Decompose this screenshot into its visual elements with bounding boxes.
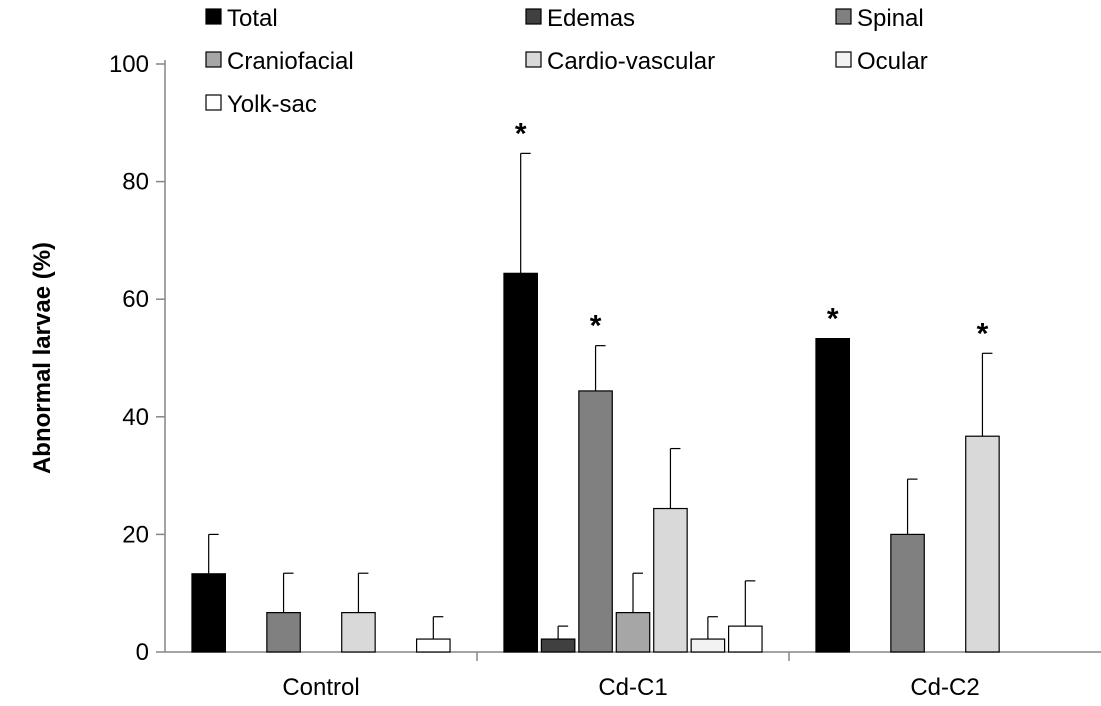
legend-label: Edemas (547, 5, 635, 32)
bar (503, 272, 538, 653)
bar (578, 390, 613, 653)
y-tick-label: 40 (122, 404, 149, 431)
y-tick-label: 100 (109, 51, 149, 78)
bar (653, 507, 688, 653)
legend-swatch (525, 51, 542, 68)
y-tick-label: 20 (122, 521, 149, 548)
significance-marker: * (977, 317, 989, 350)
legend: Total Edemas Spinal Craniofacial Cardio-vasc… (205, 5, 928, 118)
legend-label: Craniofacial (227, 48, 354, 75)
legend-label: Total (227, 5, 278, 32)
legend-swatch (205, 51, 222, 68)
bar (965, 435, 1000, 653)
bar (266, 612, 301, 653)
y-axis-title: Abnormal larvae (%) (29, 242, 56, 474)
y-tick-label: 80 (122, 169, 149, 196)
bar (615, 612, 651, 653)
legend-swatch (205, 8, 222, 25)
bar (690, 638, 726, 653)
legend-swatch (835, 8, 852, 25)
legend-label: Yolk-sac (227, 91, 317, 118)
significance-marker: * (827, 303, 839, 336)
bar (540, 638, 576, 653)
significance-marker: * (515, 117, 527, 150)
legend-label: Spinal (857, 5, 924, 32)
y-tick-label: 60 (122, 286, 149, 313)
bar (890, 533, 925, 653)
bar (191, 573, 227, 653)
bar (341, 612, 376, 653)
legend-swatch (835, 51, 852, 68)
legend-label: Ocular (857, 48, 928, 75)
x-tick-label: Cd-C1 (598, 674, 667, 701)
x-tick-label: Cd-C2 (910, 674, 979, 701)
bar (815, 337, 851, 653)
significance-marker: * (590, 310, 602, 343)
bars: * * * * (191, 117, 1000, 653)
bar (727, 625, 763, 653)
legend-swatch (205, 94, 222, 111)
y-axis: 0 20 40 60 80 100 (109, 51, 166, 666)
y-tick-label: 0 (136, 639, 149, 666)
legend-swatch (525, 8, 542, 25)
x-tick-label: Control (282, 674, 359, 701)
x-axis: Control Cd-C1 Cd-C2 (165, 651, 1101, 701)
legend-label: Cardio-vascular (547, 48, 715, 75)
bar (416, 638, 451, 653)
